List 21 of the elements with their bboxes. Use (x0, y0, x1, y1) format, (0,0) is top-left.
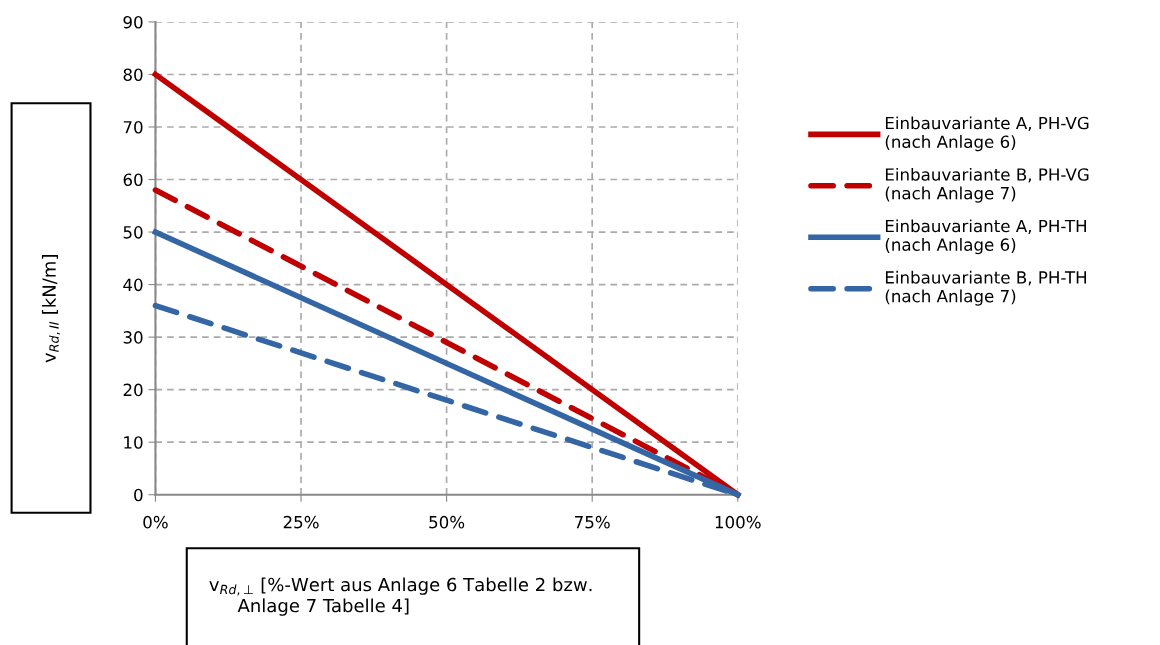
legend-label: Einbauvariante B, PH-TH (nach Anlage 7) (885, 270, 1087, 306)
x-tick-label: 50% (429, 515, 465, 529)
y-tick-label: 60 (123, 173, 143, 187)
y-tick-label: 10 (124, 436, 143, 449)
y-tick-label: 90 (123, 15, 143, 29)
legend-label: Einbauvariante A, PH-VG (nach Anlage 6) (885, 116, 1089, 152)
y-tick-label: 40 (123, 278, 143, 292)
x-tick-label: 25% (283, 515, 319, 529)
y-axis-title: v$_{Rd,II}$ [kN/m] (41, 255, 61, 363)
y-tick-label: 50 (123, 226, 143, 239)
x-tick-label: 0% (143, 515, 168, 529)
x-axis-title: v$_{Rd,⊥}$ [%-Wert aus Anlage 6 Tabelle 2 bzw. Anlage 7 Tabelle 4] (209, 577, 592, 616)
legend-label: Einbauvariante A, PH-TH (nach Anlage 6) (885, 219, 1086, 255)
y-tick-label: 0 (134, 488, 143, 502)
y-tick-label: 30 (123, 331, 143, 344)
y-tick-label: 20 (123, 383, 143, 397)
y-tick-label: 80 (123, 68, 143, 82)
legend-label: Einbauvariante B, PH-VG (nach Anlage 7) (885, 167, 1089, 203)
x-tick-label: 100% (715, 515, 761, 529)
y-tick-label: 70 (123, 120, 143, 134)
x-tick-label: 75% (575, 515, 610, 529)
